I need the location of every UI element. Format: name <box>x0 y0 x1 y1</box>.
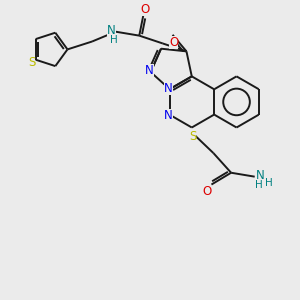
Text: N: N <box>164 109 173 122</box>
Text: O: O <box>169 36 178 49</box>
Text: H: H <box>255 179 262 190</box>
Text: N: N <box>256 169 265 182</box>
Text: H: H <box>265 178 272 188</box>
Text: O: O <box>140 3 150 16</box>
Text: H: H <box>110 34 118 45</box>
Text: S: S <box>28 56 35 69</box>
Text: O: O <box>202 185 211 198</box>
Text: N: N <box>164 82 173 95</box>
Text: S: S <box>189 130 196 143</box>
Text: N: N <box>145 64 154 76</box>
Text: N: N <box>107 24 116 37</box>
